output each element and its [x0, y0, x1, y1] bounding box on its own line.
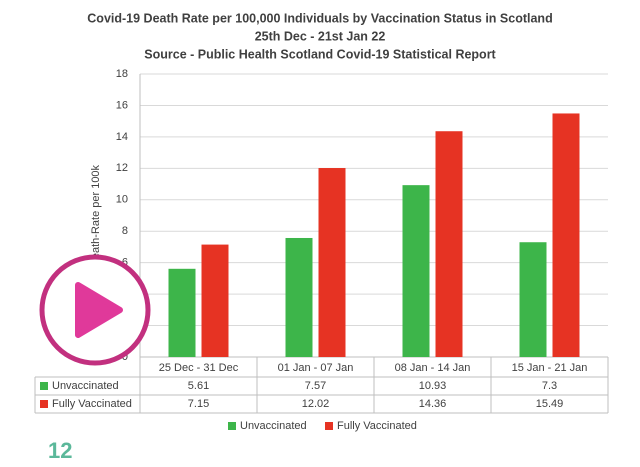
- legend-key: [228, 422, 236, 430]
- y-tick-label: 6: [122, 257, 128, 269]
- y-tick-label: 10: [116, 194, 128, 206]
- x-tick-label: 08 Jan - 14 Jan: [395, 362, 471, 374]
- table-legend-key: [40, 382, 48, 390]
- table-value: 7.3: [542, 380, 557, 392]
- y-tick-label: 14: [116, 131, 128, 143]
- bar: [318, 168, 346, 357]
- y-tick-label: 0: [122, 351, 128, 363]
- bar: [552, 113, 580, 358]
- y-axis-label: Death-Rate per 100k: [90, 164, 102, 267]
- bar: [201, 244, 229, 357]
- table-value: 14.36: [419, 398, 447, 410]
- chart-title: Covid-19 Death Rate per 100,000 Individu…: [87, 11, 552, 25]
- y-tick-label: 8: [122, 225, 128, 237]
- bar: [435, 131, 463, 357]
- table-value: 15.49: [536, 398, 564, 410]
- y-tick-label: 12: [116, 162, 128, 174]
- legend-label: Unvaccinated: [240, 420, 307, 432]
- page-number: 12: [48, 438, 72, 462]
- table-value: 5.61: [188, 380, 209, 392]
- table-value: 12.02: [302, 398, 330, 410]
- y-tick-label: 16: [116, 99, 128, 111]
- chart-subtitle: 25th Dec - 21st Jan 22: [255, 29, 386, 43]
- table-value: 10.93: [419, 380, 447, 392]
- bar: [285, 237, 313, 357]
- x-tick-label: 15 Jan - 21 Jan: [512, 362, 588, 374]
- y-tick-label: 18: [116, 68, 128, 80]
- table-value: 7.57: [305, 380, 326, 392]
- x-tick-label: 25 Dec - 31 Dec: [159, 362, 239, 374]
- play-button[interactable]: [39, 254, 151, 366]
- table-legend-key: [40, 400, 48, 408]
- legend-label: Fully Vaccinated: [337, 420, 417, 432]
- legend-key: [325, 422, 333, 430]
- bar: [402, 185, 430, 357]
- bar: [168, 268, 196, 357]
- table-value: 7.15: [188, 398, 209, 410]
- plot: 02468101214161825 Dec - 31 Dec5.617.1501…: [34, 68, 609, 432]
- bar: [519, 242, 547, 357]
- x-tick-label: 01 Jan - 07 Jan: [278, 362, 354, 374]
- table-series-name: Fully Vaccinated: [52, 398, 132, 410]
- play-icon[interactable]: [75, 282, 123, 338]
- chart-subtitle: Source - Public Health Scotland Covid-19…: [144, 47, 496, 61]
- table-series-name: Unvaccinated: [52, 380, 119, 392]
